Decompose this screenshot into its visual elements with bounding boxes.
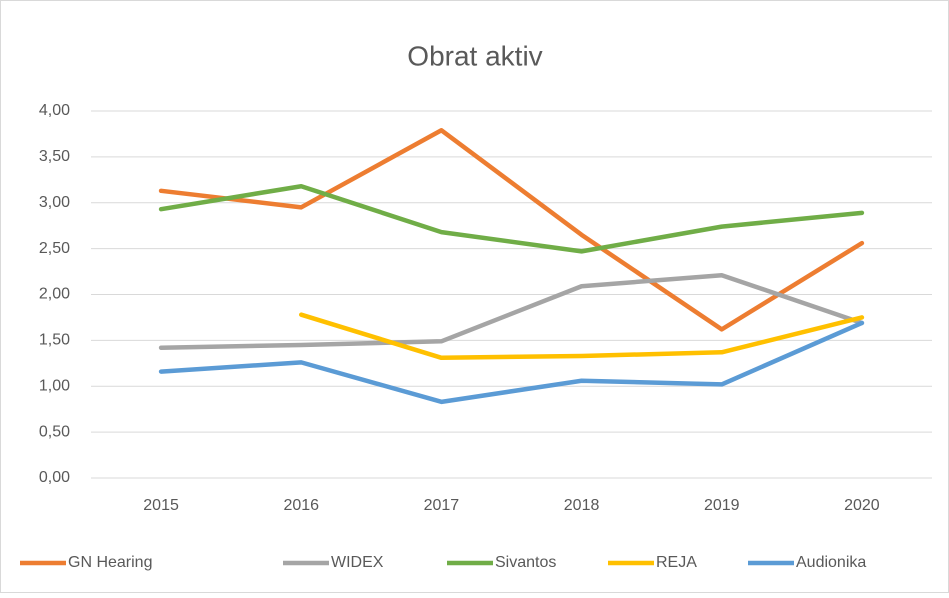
legend-label: GN Hearing (68, 554, 152, 571)
y-tick-label: 3,50 (39, 148, 70, 165)
x-tick-label: 2017 (424, 497, 460, 514)
series-line (158, 320, 865, 405)
legend-label: WIDEX (331, 554, 384, 571)
y-tick-label: 4,00 (39, 102, 70, 119)
chart-title: Obrat aktiv (407, 40, 542, 71)
series-line (158, 128, 865, 332)
x-tick-label: 2016 (283, 497, 319, 514)
legend-label: Sivantos (495, 554, 556, 571)
x-tick-label: 2020 (844, 497, 880, 514)
y-tick-label: 3,00 (39, 194, 70, 211)
x-tick-label: 2015 (143, 497, 179, 514)
x-tick-label: 2018 (564, 497, 600, 514)
series-line (299, 312, 865, 361)
legend-label: REJA (656, 554, 697, 571)
y-tick-label: 2,50 (39, 240, 70, 257)
legend-label: Audionika (796, 554, 866, 571)
y-tick-label: 0,50 (39, 423, 70, 440)
y-tick-label: 2,00 (39, 286, 70, 303)
y-tick-label: 0,00 (39, 469, 70, 486)
y-tick-label: 1,50 (39, 332, 70, 349)
series-line (158, 272, 865, 350)
y-tick-label: 1,00 (39, 377, 70, 394)
x-tick-label: 2019 (704, 497, 740, 514)
series-line (158, 183, 865, 254)
